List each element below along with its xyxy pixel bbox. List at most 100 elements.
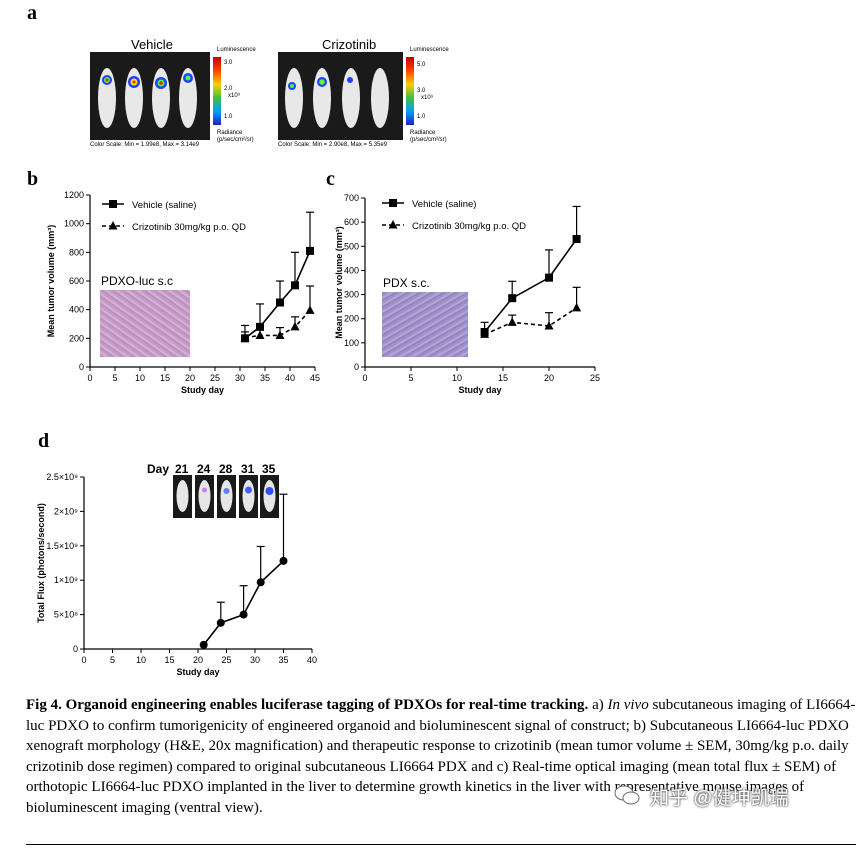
vehicle-tick-3: 1.0 <box>224 114 233 120</box>
vehicle-unit-2: (p/sec/cm²/sr) <box>217 137 254 143</box>
crizotinib-unit-2: (p/sec/cm²/sr) <box>410 137 447 143</box>
y-tick-label: 400 <box>69 305 84 315</box>
day-header-label: Day <box>147 462 170 476</box>
vehicle-unit-1: Radiance <box>217 130 243 136</box>
vehicle-title: Vehicle <box>131 37 173 52</box>
vehicle-mouse-image <box>90 52 210 140</box>
crizotinib-tick-1: 5.0 <box>417 62 426 68</box>
x-tick-label: 5 <box>112 373 117 383</box>
x-tick-label: 25 <box>210 373 220 383</box>
panel-label-b: b <box>27 168 39 190</box>
y-tick-label: 500 <box>344 241 359 251</box>
day-28: 28 <box>219 462 233 476</box>
x-tick-label: 20 <box>544 373 554 383</box>
data-point <box>306 246 314 255</box>
mouse-image-day-28 <box>217 475 236 518</box>
data-point <box>279 556 288 565</box>
y-tick-label: 1200 <box>64 190 84 200</box>
legend-marker <box>109 200 117 208</box>
data-point <box>480 329 490 338</box>
data-point <box>199 640 208 649</box>
x-tick-label: 30 <box>250 655 260 665</box>
data-point <box>507 317 517 326</box>
y-tick-label: 0 <box>73 644 78 654</box>
legend-marker <box>108 221 118 230</box>
x-tick-label: 15 <box>160 373 170 383</box>
vehicle-tick-1: 3.0 <box>224 60 233 66</box>
data-point <box>276 298 284 307</box>
legend-label: Vehicle (saline) <box>412 199 476 210</box>
x-tick-label: 5 <box>408 373 413 383</box>
crizotinib-exponent: x10⁹ <box>421 95 434 101</box>
vehicle-color-scale <box>213 57 221 125</box>
x-tick-label: 40 <box>285 373 295 383</box>
series-line-0 <box>244 250 311 339</box>
x-tick-label: 0 <box>362 373 367 383</box>
x-tick-label: 15 <box>498 373 508 383</box>
crizotinib-color-scale-text: Color Scale: Min = 2.90e8, Max = 5.35e9 <box>278 142 388 148</box>
x-tick-label: 35 <box>278 655 288 665</box>
y-tick-label: 1×10⁹ <box>54 575 78 585</box>
panel-label-d: d <box>38 430 50 452</box>
crizotinib-scale-title: Luminescence <box>410 47 449 53</box>
data-point <box>291 281 299 290</box>
data-point <box>305 305 315 314</box>
y-tick-label: 700 <box>344 193 359 203</box>
inset-b-label: PDXO-luc s.c <box>101 274 174 288</box>
caption-title: Organoid engineering enables luciferase … <box>65 697 589 713</box>
y-tick-label: 1.5×10⁹ <box>46 541 78 551</box>
mouse-image-day-21 <box>173 475 192 518</box>
vehicle-tick-2: 2.0 <box>224 86 233 92</box>
y-tick-label: 600 <box>344 217 359 227</box>
y-axis-label: Mean tumor volume (mm³) <box>334 226 344 339</box>
y-tick-label: 200 <box>69 333 84 343</box>
vehicle-mice-graphic <box>98 68 197 128</box>
y-tick-label: 2×10⁹ <box>54 506 78 516</box>
x-tick-label: 10 <box>452 373 462 383</box>
x-tick-label: 45 <box>310 373 320 383</box>
caption-fig-label: Fig 4. <box>26 697 62 713</box>
chart-c: 0 5 10 15 20 25 0 100 200 300 400 500 600 700 Study da… <box>334 193 600 395</box>
crizotinib-unit-1: Radiance <box>410 130 436 136</box>
legend-label: Crizotinib 30mg/kg p.o. QD <box>132 222 246 233</box>
data-point <box>508 294 517 303</box>
x-tick-label: 40 <box>307 655 317 665</box>
x-tick-label: 10 <box>136 655 146 665</box>
panel-label-a: a <box>27 2 37 24</box>
vehicle-exponent: x10⁹ <box>228 93 241 99</box>
y-tick-label: 5×10⁸ <box>54 610 78 620</box>
inset-c-label: PDX s.c. <box>383 276 430 290</box>
series-line-1 <box>484 307 578 336</box>
x-tick-label: 25 <box>221 655 231 665</box>
vehicle-scale-title: Luminescence <box>217 47 256 53</box>
data-point <box>290 321 300 331</box>
panel-label-c: c <box>326 168 335 190</box>
x-axis-label: Study day <box>181 385 224 395</box>
x-tick-label: 30 <box>235 373 245 383</box>
caption-a-italic: In vivo <box>607 697 649 713</box>
day-35: 35 <box>262 462 276 476</box>
watermark-text: 知乎 @健坤凯瑞 <box>650 788 789 809</box>
x-tick-label: 35 <box>260 373 270 383</box>
series-line-0 <box>483 238 578 333</box>
legend-label: Crizotinib 30mg/kg p.o. QD <box>412 221 526 232</box>
y-tick-label: 300 <box>344 290 359 300</box>
day-24: 24 <box>197 462 211 476</box>
wechat-icon <box>614 785 640 805</box>
x-tick-label: 5 <box>110 655 115 665</box>
day-31: 31 <box>241 462 255 476</box>
mouse-image-day-31 <box>239 475 258 518</box>
data-point <box>239 610 248 619</box>
data-point <box>572 302 582 312</box>
crizotinib-mice-graphic <box>285 68 389 128</box>
he-image-pdx <box>382 292 468 357</box>
y-axis-label: Mean tumor volume (mm³) <box>46 225 56 338</box>
mouse-image-day-24 <box>195 475 214 518</box>
data-point <box>255 330 265 339</box>
legend-label: Vehicle (saline) <box>132 200 196 211</box>
y-tick-label: 1000 <box>64 219 84 229</box>
caption-a-prefix: a) <box>592 697 604 713</box>
day-21: 21 <box>175 462 189 476</box>
x-axis-label: Study day <box>458 385 501 395</box>
series-line-1 <box>244 309 311 339</box>
